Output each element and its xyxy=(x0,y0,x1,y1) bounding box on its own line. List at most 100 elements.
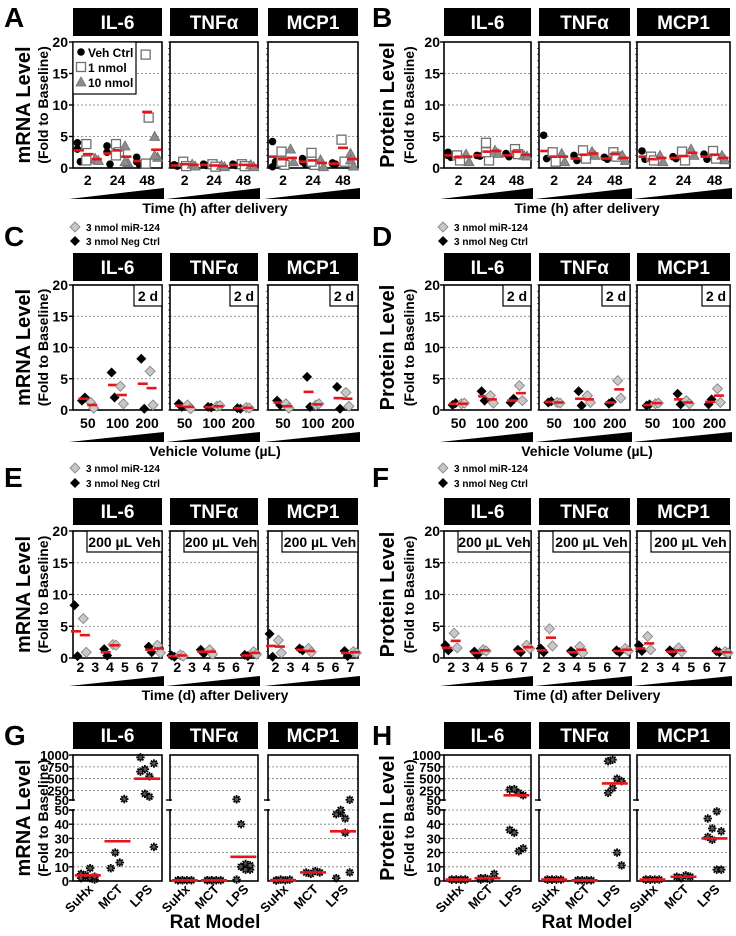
x-axis-label: Vehicle Volume (µL) xyxy=(149,443,281,459)
subplot-title: IL-6 xyxy=(471,258,505,279)
data-point xyxy=(275,647,288,659)
data-point xyxy=(573,386,584,397)
increasing-ramp-icon xyxy=(264,432,360,442)
y-tick-label: 1000 xyxy=(40,748,69,763)
data-point xyxy=(336,134,347,145)
inset-label-box xyxy=(650,530,731,553)
subplot-header xyxy=(539,8,630,36)
data-point xyxy=(612,848,622,857)
y-tick-label: 15 xyxy=(424,66,440,82)
inset-label: 200 µL Veh xyxy=(284,534,356,550)
data-point xyxy=(708,835,717,845)
subplot-header xyxy=(637,722,730,749)
subplot-header xyxy=(73,8,162,36)
legend-marker-icon xyxy=(438,236,448,246)
data-point xyxy=(463,155,475,167)
inset-label-box xyxy=(183,530,259,553)
data-point xyxy=(106,367,117,378)
subplot-header xyxy=(444,722,531,749)
y-tick-label: 15 xyxy=(424,308,440,324)
data-point xyxy=(136,753,145,762)
x-tick-label: 50 xyxy=(645,415,661,431)
data-point xyxy=(546,640,559,652)
data-point xyxy=(115,858,124,867)
data-point xyxy=(645,644,657,656)
subplot-header xyxy=(539,722,630,749)
data-point xyxy=(703,814,712,823)
y-tick-label: 20 xyxy=(424,277,440,293)
x-tick-label: MCT xyxy=(661,881,692,912)
subplot-header xyxy=(268,722,358,749)
y-tick-label: 0 xyxy=(60,402,68,418)
panel-letter: F xyxy=(372,462,389,493)
data-point xyxy=(612,374,624,387)
y-tick-label: 500 xyxy=(47,772,69,787)
subplot-title: MCP1 xyxy=(657,258,710,279)
data-point xyxy=(510,828,519,837)
data-point xyxy=(589,149,601,160)
x-tick-label: LPS xyxy=(127,881,156,910)
x-tick-label: 200 xyxy=(505,415,529,431)
x-tick-label: 6 xyxy=(232,659,240,675)
subplot-header xyxy=(444,8,531,36)
inset-label-box xyxy=(457,530,532,553)
x-tick-label: 200 xyxy=(603,415,627,431)
legend-entry: 3 nmol Neg Ctrl xyxy=(454,479,528,490)
subplot-header xyxy=(170,8,258,36)
x-tick-label: 6 xyxy=(505,659,513,675)
x-tick-label: LPS xyxy=(694,881,723,910)
subplot-title: IL-6 xyxy=(101,13,135,34)
data-point xyxy=(148,149,161,160)
x-tick-label: LPS xyxy=(594,881,623,910)
data-point xyxy=(85,864,95,873)
x-tick-label: 2 xyxy=(77,659,85,675)
increasing-ramp-icon xyxy=(166,676,260,686)
y-tick-label: 30 xyxy=(427,831,441,846)
y-tick-label: 5 xyxy=(432,129,440,145)
x-tick-label: LPS xyxy=(496,881,525,910)
data-point xyxy=(103,142,111,150)
legend: 3 nmol miR-124 3 nmol Neg Ctrl xyxy=(69,221,160,248)
subplot-title: MCP1 xyxy=(657,13,710,34)
y-tick-label: 50 xyxy=(427,793,441,808)
axis-break xyxy=(265,801,271,809)
subplot-mcp1: MCP1 2 24 48 xyxy=(633,8,732,199)
data-point xyxy=(69,600,80,611)
y-tick-label: 20 xyxy=(55,846,69,861)
y-tick-label: 5 xyxy=(432,371,440,387)
inset-label-box xyxy=(133,284,163,307)
x-tick-label: 3 xyxy=(287,659,295,675)
data-point xyxy=(550,156,561,167)
data-point xyxy=(145,792,154,801)
legend-entry: 3 nmol Neg Ctrl xyxy=(86,479,160,490)
data-point xyxy=(336,805,345,815)
x-tick-label: 6 xyxy=(603,659,611,675)
y-tick-label: 0 xyxy=(62,874,69,889)
x-axis-label: Time (d) after Delivery xyxy=(142,687,289,703)
x-tick-label: 4 xyxy=(573,659,581,675)
x-tick-label: 100 xyxy=(301,415,325,431)
x-tick-label: 3 xyxy=(91,659,99,675)
subplot-header xyxy=(268,253,358,281)
data-point xyxy=(287,155,300,167)
y-axis-label: mRNA Level xyxy=(13,759,35,876)
x-tick-label: 24 xyxy=(676,172,692,188)
data-point xyxy=(345,795,354,804)
x-tick-label: 7 xyxy=(347,659,355,675)
increasing-ramp-icon xyxy=(69,676,164,686)
y-tick-label: 750 xyxy=(419,760,441,775)
data-point xyxy=(267,651,278,662)
data-point xyxy=(144,365,156,377)
data-point xyxy=(232,795,241,804)
x-tick-label: 2 xyxy=(279,172,287,188)
subplot-tnf: TNFα 2 3 4 5 6 7 200 µL Veh xyxy=(535,498,634,686)
y-tick-label: 40 xyxy=(55,817,69,832)
x-tick-label: 3 xyxy=(462,659,470,675)
data-point xyxy=(332,381,343,392)
increasing-ramp-icon xyxy=(633,676,732,686)
x-tick-label: MCT xyxy=(291,881,322,912)
data-point xyxy=(335,403,346,414)
data-point xyxy=(345,868,354,877)
